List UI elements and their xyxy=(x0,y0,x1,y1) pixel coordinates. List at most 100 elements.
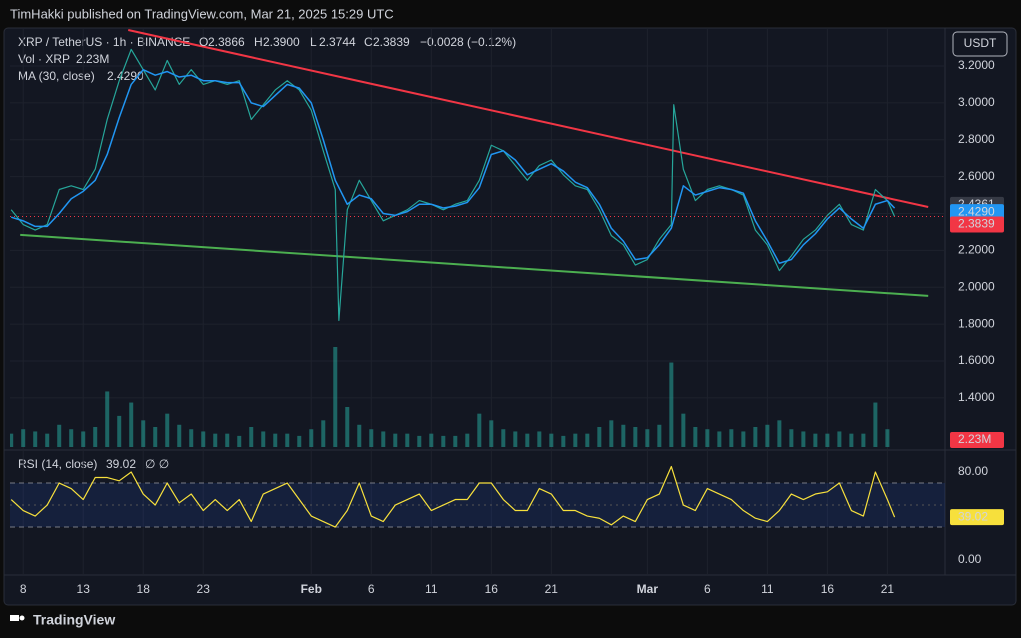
y-tick-label: 3.2000 xyxy=(958,58,995,72)
volume-bar xyxy=(369,429,374,447)
x-tick-label: 13 xyxy=(77,582,91,596)
ohlc-label: O xyxy=(199,35,208,49)
volume-bar xyxy=(33,431,38,447)
ohlc-label: C xyxy=(364,35,373,49)
volume-bar xyxy=(429,433,434,447)
ma-title: MA (30, close) xyxy=(18,69,95,83)
volume-bar xyxy=(201,431,206,447)
y-tick-label: 3.0000 xyxy=(958,95,995,109)
y-tick-label: 2.6000 xyxy=(958,169,995,183)
currency-button[interactable] xyxy=(952,31,1008,57)
price-badge-label: 2.23M xyxy=(958,432,991,446)
volume-bar xyxy=(777,420,782,447)
volume-bar xyxy=(561,435,566,447)
volume-bar xyxy=(117,415,122,447)
currency-button-label[interactable]: USDT xyxy=(964,36,997,50)
y-tick-label: 2.2000 xyxy=(958,243,995,257)
y-tick-label: 1.4000 xyxy=(958,390,995,404)
y-tick-label: 2.8000 xyxy=(958,132,995,146)
volume-bar xyxy=(693,427,698,447)
volume-bar xyxy=(717,431,722,447)
x-tick-label: 16 xyxy=(485,582,499,596)
x-tick-label: 18 xyxy=(137,582,151,596)
trendline xyxy=(128,29,929,209)
rsi-line xyxy=(10,465,896,528)
price-badge-label: 39.02 xyxy=(958,509,988,523)
volume-bar xyxy=(417,435,422,447)
volume-bar xyxy=(285,433,290,447)
volume-bar xyxy=(525,433,530,447)
footer-brand: TradingView xyxy=(33,612,115,628)
volume-bar xyxy=(873,402,878,447)
volume-bar xyxy=(297,435,302,447)
volume-bar xyxy=(405,433,410,447)
x-tick-label: 8 xyxy=(20,582,27,596)
price-badge-label: 2.3839 xyxy=(958,217,995,231)
volume-bar xyxy=(189,429,194,447)
symbol-title: XRP / TetherUS · 1h · BINANCE xyxy=(18,35,190,49)
ohlc-value: 2.3900 xyxy=(263,35,300,49)
volume-bar xyxy=(225,433,230,447)
price-line xyxy=(10,48,896,322)
volume-bar xyxy=(165,413,170,447)
volume-bar xyxy=(249,427,254,447)
price-badge-label: 2.4290 xyxy=(958,204,995,218)
rsi-title: RSI (14, close) xyxy=(18,457,97,471)
ohlc-value: 2.3839 xyxy=(373,35,410,49)
volume-bar xyxy=(669,362,674,447)
x-tick-label: 6 xyxy=(368,582,375,596)
volume-bar xyxy=(477,413,482,447)
volume-bar xyxy=(213,433,218,447)
price-badge xyxy=(950,509,1004,526)
header-title: TimHakki published on TradingView.com, M… xyxy=(10,6,394,21)
volume-bar xyxy=(789,429,794,447)
x-tick-label: 16 xyxy=(821,582,835,596)
volume-bar xyxy=(81,431,86,447)
volume-bar xyxy=(825,433,830,447)
change: −0.0028 (−0.12%) xyxy=(420,35,516,49)
volume-bar xyxy=(801,431,806,447)
volume-bar xyxy=(585,433,590,447)
volume-bar xyxy=(645,429,650,447)
y-tick-label: 1.6000 xyxy=(958,353,995,367)
rsi-tick-label: 0.00 xyxy=(958,552,982,566)
plot-area xyxy=(10,28,945,575)
volume-bar xyxy=(549,433,554,447)
ohlc-label: H xyxy=(254,35,263,49)
volume-bar xyxy=(753,427,758,447)
volume-bar xyxy=(813,433,818,447)
volume-bar xyxy=(741,431,746,447)
rsi-last: 39.02 xyxy=(106,457,136,471)
volume-bar xyxy=(321,420,326,447)
rsi-band xyxy=(10,483,945,528)
brand-logo xyxy=(10,615,25,621)
volume-bar xyxy=(57,424,62,447)
volume-bar xyxy=(105,391,110,447)
x-tick-label: 21 xyxy=(545,582,559,596)
volume-bar xyxy=(10,433,14,447)
volume-bar xyxy=(441,435,446,447)
volume-bar xyxy=(765,424,770,447)
volume-bar xyxy=(597,427,602,447)
volume-bar xyxy=(153,427,158,447)
x-tick-label: 23 xyxy=(197,582,211,596)
volume-bar xyxy=(381,431,386,447)
volume-bar xyxy=(237,435,242,447)
volume-bar xyxy=(45,433,50,447)
price-badge xyxy=(950,204,1004,221)
volume-bar xyxy=(333,347,338,447)
volume-bar xyxy=(357,424,362,447)
volume-bar xyxy=(21,429,26,447)
x-tick-label: Mar xyxy=(637,582,659,596)
volume-bar xyxy=(177,424,182,447)
volume-bar xyxy=(609,420,614,447)
volume-bar xyxy=(93,427,98,447)
price-line xyxy=(10,68,896,265)
ohlc-value: 2.3866 xyxy=(208,35,245,49)
volume-bar xyxy=(129,402,134,447)
volume-bar xyxy=(513,431,518,447)
volume-bar xyxy=(849,433,854,447)
volume-bar xyxy=(273,433,278,447)
ohlc-label: L xyxy=(310,35,317,49)
